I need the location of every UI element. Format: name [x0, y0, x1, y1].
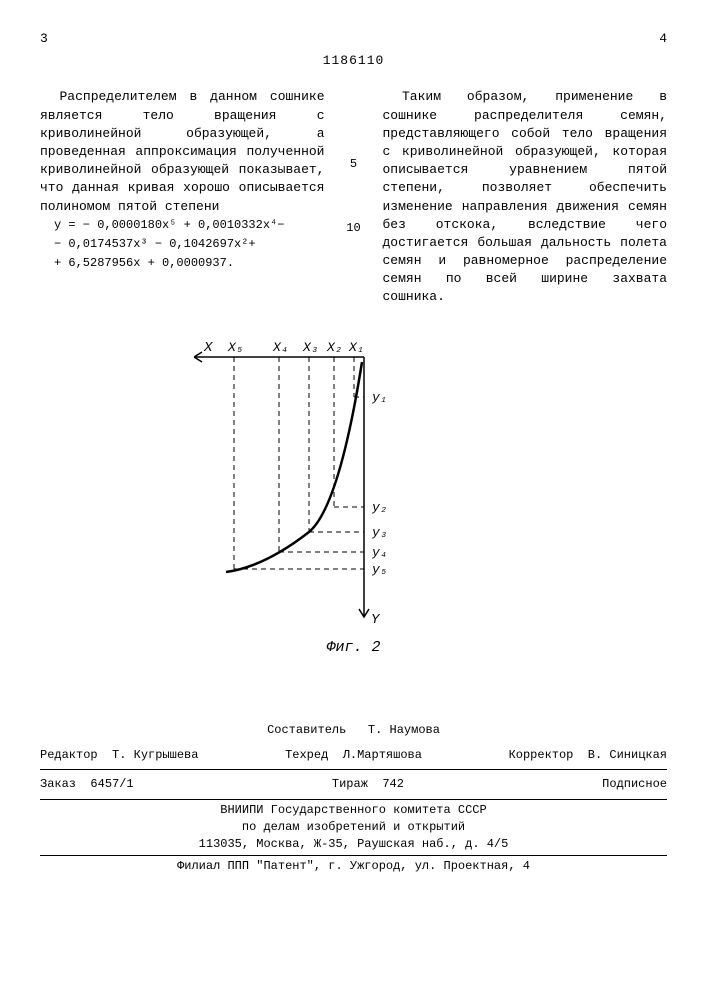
left-column: Распределителем в данном сошнике являетс…	[40, 88, 325, 306]
footer-block: Составитель Т. Наумова Редактор Т. Кугры…	[40, 718, 667, 875]
line-number-gutter: 5 10	[345, 88, 363, 306]
left-para-1: Распределителем в данном сошнике являетс…	[40, 88, 325, 215]
x-tick-label-1: X₁	[348, 340, 365, 355]
chart-svg: X Y X₅ X₄ X₃ X₂ X₁ y₁ y₂ y₃ y₄ y₅	[194, 337, 514, 627]
page-num-right: 4	[659, 30, 667, 48]
figure-caption: Фиг. 2	[40, 637, 667, 658]
curve-path	[226, 362, 362, 572]
footer-org-4: Филиал ППП "Патент", г. Ужгород, ул. Про…	[40, 858, 667, 875]
polynomial-formula: у = − 0,0000180x⁵ + 0,0010332x⁴− − 0,017…	[54, 216, 325, 274]
formula-line-2: − 0,0174537x³ − 0,1042697x²+	[54, 235, 325, 254]
x-tick-label-5: X₅	[227, 340, 244, 355]
footer-roles-row: Редактор Т. Кугрышева Техред Л.Мартяшова…	[40, 743, 667, 768]
editor-name: Т. Кугрышева	[112, 748, 198, 762]
x-axis-label: X	[203, 340, 213, 356]
compiler-name: Т. Наумова	[368, 723, 440, 737]
y-tick-label-5: y₅	[371, 562, 388, 577]
footer-rule-1	[40, 769, 667, 770]
figure-2: X Y X₅ X₄ X₃ X₂ X₁ y₁ y₂ y₃ y₄ y₅ Фиг. 2	[40, 337, 667, 658]
right-para-1: Таким образом, применение в сошнике расп…	[383, 88, 668, 306]
text-columns: Распределителем в данном сошнике являетс…	[40, 88, 667, 306]
order-num: 6457/1	[90, 777, 133, 791]
footer-org-1: ВНИИПИ Государственного комитета СССР	[40, 802, 667, 819]
y-tick-label-4: y₄	[371, 545, 388, 560]
tirage-label: Тираж	[332, 777, 368, 791]
footer-rule-3	[40, 855, 667, 856]
tech-name: Л.Мартяшова	[343, 748, 422, 762]
page-numbers: 3 4	[40, 30, 667, 48]
tirage-num: 742	[382, 777, 404, 791]
line-marker-10: 10	[345, 220, 363, 237]
footer-order-row: Заказ 6457/1 Тираж 742 Подписное	[40, 772, 667, 797]
tech-label: Техред	[285, 748, 328, 762]
y-axis-label: Y	[371, 612, 381, 627]
right-column: Таким образом, применение в сошнике расп…	[383, 88, 668, 306]
footer-org-2: по делам изобретений и открытий	[40, 819, 667, 836]
page-num-left: 3	[40, 30, 48, 48]
corrector-name: В. Синицкая	[588, 748, 667, 762]
corrector-label: Корректор	[509, 748, 574, 762]
y-tick-label-3: y₃	[371, 525, 388, 540]
footer-org-3: 113035, Москва, Ж-35, Раушская наб., д. …	[40, 836, 667, 853]
y-tick-label-1: y₁	[371, 390, 388, 405]
formula-line-1: у = − 0,0000180x⁵ + 0,0010332x⁴−	[54, 216, 325, 235]
x-tick-label-2: X₂	[326, 340, 343, 355]
x-tick-label-3: X₃	[302, 340, 319, 355]
doc-number: 1186110	[40, 52, 667, 70]
signed-label: Подписное	[602, 776, 667, 793]
formula-line-3: + 6,5287956x + 0,0000937.	[54, 254, 325, 273]
compiler-label: Составитель	[267, 723, 346, 737]
footer-rule-2	[40, 799, 667, 800]
x-tick-label-4: X₄	[272, 340, 289, 355]
editor-label: Редактор	[40, 748, 98, 762]
footer-compiler-row: Составитель Т. Наумова	[40, 718, 667, 743]
order-label: Заказ	[40, 777, 76, 791]
y-tick-label-2: y₂	[371, 500, 388, 515]
